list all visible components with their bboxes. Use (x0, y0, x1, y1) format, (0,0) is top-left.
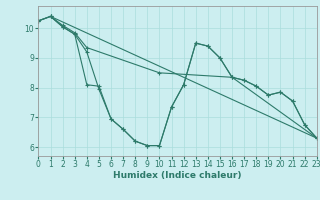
X-axis label: Humidex (Indice chaleur): Humidex (Indice chaleur) (113, 171, 242, 180)
